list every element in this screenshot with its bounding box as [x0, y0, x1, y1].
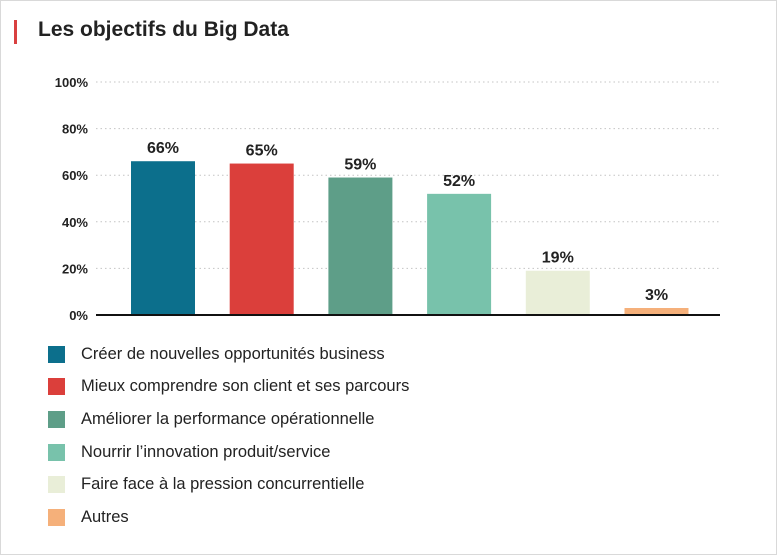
bar-5 [525, 270, 590, 315]
bar-2 [229, 163, 294, 315]
legend-item: Faire face à la pression concurrentielle [48, 468, 409, 501]
y-tick-label: 100% [55, 75, 89, 90]
legend-swatch [48, 443, 65, 461]
legend-item: Nourrir l’innovation produit/service [48, 436, 409, 469]
legend-label: Créer de nouvelles opportunités business [81, 344, 385, 363]
bar-4 [427, 193, 492, 315]
bar-3 [328, 177, 393, 315]
legend-swatch [48, 345, 65, 363]
data-label: 59% [344, 157, 376, 174]
legend-label: Autres [81, 507, 129, 526]
bar-6 [624, 308, 689, 315]
data-label: 19% [542, 250, 574, 267]
legend-swatch [48, 410, 65, 428]
y-tick-label: 0% [69, 308, 88, 323]
y-tick-label: 20% [62, 261, 88, 276]
data-label: 3% [645, 287, 668, 304]
data-label: 66% [147, 140, 179, 157]
data-label: 52% [443, 173, 475, 190]
legend-item: Améliorer la performance opérationnelle [48, 403, 409, 436]
legend-swatch [48, 378, 65, 396]
data-label: 65% [246, 143, 278, 160]
legend-label: Mieux comprendre son client et ses parco… [81, 377, 410, 396]
y-tick-label: 40% [62, 215, 88, 230]
legend-swatch [48, 508, 65, 526]
bar-1 [131, 161, 195, 315]
chart-title: Les objectifs du Big Data [38, 18, 289, 41]
legend-label: Faire face à la pression concurrentielle [81, 475, 365, 494]
y-tick-label: 80% [62, 122, 88, 137]
legend-item: Autres [48, 501, 409, 534]
legend-label: Améliorer la performance opérationnelle [81, 409, 375, 428]
legend-label: Nourrir l’innovation produit/service [81, 442, 331, 461]
y-tick-label: 60% [62, 168, 88, 183]
title-accent-bar [14, 20, 17, 44]
legend-swatch [48, 476, 65, 494]
legend-item: Créer de nouvelles opportunités business [48, 338, 409, 371]
chart-legend: Créer de nouvelles opportunités business… [48, 338, 409, 534]
legend-item: Mieux comprendre son client et ses parco… [48, 371, 409, 404]
